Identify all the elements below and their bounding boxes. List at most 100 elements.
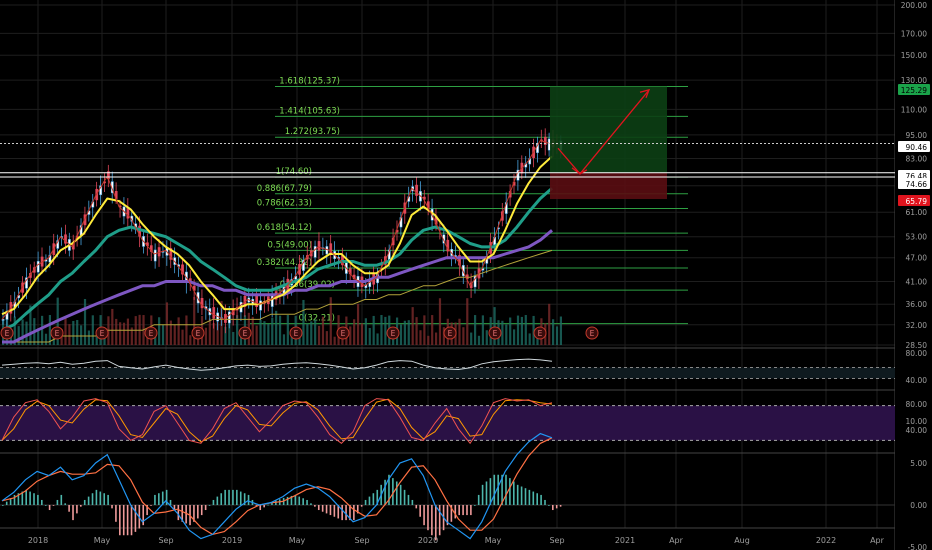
macd-histogram-bar xyxy=(505,474,507,505)
volume-bar xyxy=(91,315,94,345)
macd-histogram-bar xyxy=(224,489,226,505)
candle-body xyxy=(200,297,204,309)
earnings-label-7: E xyxy=(341,329,346,338)
price-badge-label-1: 90.46 xyxy=(906,143,928,152)
price-tick-2: 150.00 xyxy=(901,51,927,60)
volume-bar xyxy=(29,305,32,345)
volume-bar xyxy=(423,315,426,345)
earnings-marker-2 xyxy=(95,326,109,340)
volume-bar xyxy=(481,315,484,345)
macd-histogram-bar xyxy=(306,499,308,505)
macd-histogram-bar xyxy=(232,489,234,505)
macd-histogram-bar xyxy=(403,489,406,505)
macd-histogram-bar xyxy=(353,505,355,521)
macd-histogram-bar xyxy=(399,484,402,505)
price-tick-4: 110.00 xyxy=(901,105,927,114)
macd-histogram-bar xyxy=(76,505,78,514)
macd-histogram-bar xyxy=(450,505,453,522)
macd-histogram-bar xyxy=(431,505,433,536)
earnings-marker-9 xyxy=(443,326,457,340)
volume-bar xyxy=(376,333,379,345)
macd-histogram-bar xyxy=(524,488,527,505)
volume-bar xyxy=(271,317,274,345)
macd-histogram-bar xyxy=(200,505,203,516)
volume-bar xyxy=(512,329,516,345)
price-badge-4 xyxy=(898,195,930,206)
earnings-label-2: E xyxy=(100,329,105,338)
earnings-marker-6 xyxy=(289,326,303,340)
macd-histogram-bar xyxy=(434,505,437,541)
earnings-marker-11 xyxy=(533,326,547,340)
macd-histogram-bar xyxy=(544,499,546,505)
macd-histogram-bar xyxy=(423,505,425,526)
volume-bar xyxy=(333,336,336,345)
macd-histogram-bar xyxy=(349,505,351,521)
macd-histogram-bar xyxy=(208,505,211,506)
volume-bar xyxy=(126,318,130,345)
fib-label-9: 0.236(39.02) xyxy=(280,280,335,290)
volume-bar xyxy=(37,328,40,345)
candle-body xyxy=(473,275,477,288)
macd-tick-3: -5.00 xyxy=(908,543,928,550)
volume-bar xyxy=(532,315,535,345)
macd-histogram-bar xyxy=(302,498,304,505)
volume-bar xyxy=(212,322,215,345)
volume-bar xyxy=(68,324,71,345)
volume-bar xyxy=(528,333,531,345)
volume-bar xyxy=(399,324,403,345)
macd-histogram-bar xyxy=(337,505,340,519)
time-axis[interactable]: 2018 May Sep 2019 May Sep 2020 May Sep 2021 Apr Aug… xyxy=(28,536,885,545)
macd-histogram-bar xyxy=(37,494,39,505)
price-badge-3 xyxy=(898,178,930,189)
macd-histogram-bar xyxy=(489,478,492,505)
volume-bar xyxy=(552,319,555,345)
earnings-label-0: E xyxy=(5,329,10,338)
earnings-marker-12 xyxy=(585,326,599,340)
macd-histogram-bar xyxy=(532,491,535,505)
fib-label-8: 0.382(44.32) xyxy=(257,258,312,268)
volume-bar xyxy=(290,334,293,345)
volume-bar xyxy=(462,327,465,345)
volume-bar xyxy=(325,331,328,345)
macd-histogram-bar xyxy=(41,499,43,505)
volume-bar xyxy=(524,315,527,345)
earnings-marker-1 xyxy=(50,326,64,340)
macd-histogram-bar xyxy=(555,505,558,509)
volume-bar xyxy=(411,307,414,345)
stoch-band xyxy=(0,405,895,441)
volume-bar xyxy=(415,317,418,345)
earnings-label-1: E xyxy=(55,329,60,338)
time-tick-9: 2021 xyxy=(615,536,635,545)
volume-bar xyxy=(501,320,504,345)
macd-histogram-bar xyxy=(356,505,359,514)
volume-bar xyxy=(185,315,188,345)
volume-bar xyxy=(130,327,133,345)
rsi-line xyxy=(1,358,553,371)
price-axis[interactable]: 200.00 170.00 150.00 130.00 110.00 95.00 83.00… xyxy=(895,0,932,550)
macd-histogram-bar xyxy=(446,505,449,526)
macd-histogram-bar xyxy=(119,505,121,536)
volume-bar xyxy=(442,327,445,345)
macd-histogram-bar xyxy=(438,505,441,536)
ma-mid-line xyxy=(1,187,553,332)
position-drawing[interactable] xyxy=(0,86,932,200)
macd-histogram-bar xyxy=(497,474,499,505)
macd-histogram-bar xyxy=(25,489,28,505)
macd-histogram-bar xyxy=(72,505,74,521)
macd-histogram-bar xyxy=(267,504,269,506)
macd-histogram-bar xyxy=(134,505,137,532)
volume-bar xyxy=(321,316,325,345)
macd-histogram-bar xyxy=(21,491,24,505)
macd-histogram-bar xyxy=(173,505,176,511)
volume-bar xyxy=(87,330,91,345)
macd-tick-1: 5.00 xyxy=(910,459,927,468)
rsi-band xyxy=(0,367,895,379)
macd-histogram-bar xyxy=(247,494,250,505)
macd-histogram-bar xyxy=(360,505,363,507)
macd-histogram-bar xyxy=(501,474,503,505)
macd-histogram-bar xyxy=(559,505,562,507)
macd-histogram-bar xyxy=(493,474,496,505)
volume-bar xyxy=(419,330,422,345)
macd-histogram-bar xyxy=(419,505,421,517)
